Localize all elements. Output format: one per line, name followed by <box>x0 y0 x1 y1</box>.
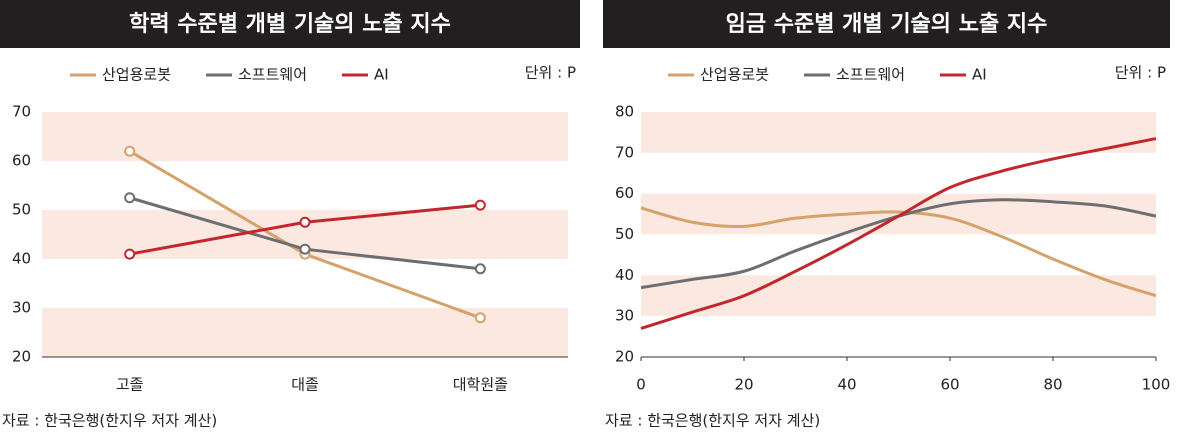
y-tick-label: 60 <box>12 152 31 170</box>
band <box>641 193 1156 235</box>
y-tick-label: 80 <box>615 103 634 121</box>
band <box>641 112 1156 153</box>
source: 자료 : 한국은행(한지우 저자 계산) <box>2 412 217 430</box>
marker <box>299 216 311 228</box>
marker <box>474 263 486 275</box>
legend-label: 산업용로봇 <box>102 66 171 84</box>
series-line <box>640 137 1157 330</box>
legend-label: AI <box>374 66 389 84</box>
y-tick-label: 50 <box>615 225 634 243</box>
y-tick-label: 40 <box>615 266 634 284</box>
source: 자료 : 한국은행(한지우 저자 계산) <box>605 412 820 430</box>
marker <box>299 243 311 255</box>
x-tick-label: 80 <box>1043 376 1062 394</box>
legend-label: 소프트웨어 <box>238 66 307 84</box>
y-tick-label: 40 <box>12 250 31 268</box>
y-tick-label: 60 <box>615 184 634 202</box>
x-tick-label: 대학원졸 <box>453 376 508 394</box>
marker <box>474 312 486 324</box>
x-tick-label: 20 <box>734 376 753 394</box>
y-tick-label: 70 <box>615 143 634 161</box>
y-tick-label: 30 <box>12 299 31 317</box>
marker <box>474 199 486 211</box>
series-line <box>640 206 1157 298</box>
marker <box>124 248 136 260</box>
x-tick-label: 0 <box>636 376 646 394</box>
unit-label: 단위 : P <box>1115 64 1166 82</box>
y-tick-label: 20 <box>615 348 634 366</box>
marker <box>124 192 136 204</box>
y-tick-label: 30 <box>615 307 634 325</box>
band <box>42 308 568 357</box>
unit-label: 단위 : P <box>525 64 576 82</box>
legend-label: 소프트웨어 <box>836 66 905 84</box>
y-tick-label: 70 <box>12 103 31 121</box>
band <box>641 275 1156 317</box>
legend-label: AI <box>972 66 987 84</box>
legend-label: 산업용로봇 <box>700 66 769 84</box>
band <box>42 112 568 161</box>
chart-title: 학력 수준별 개별 기술의 노출 지수 <box>129 12 451 37</box>
title-bar <box>603 0 1170 48</box>
x-tick-label: 대졸 <box>291 376 319 394</box>
chart-title: 임금 수준별 개별 기술의 노출 지수 <box>726 12 1048 37</box>
y-tick-label: 20 <box>12 348 31 366</box>
x-tick-label: 60 <box>940 376 959 394</box>
y-tick-label: 50 <box>12 201 31 219</box>
x-tick-label: 40 <box>837 376 856 394</box>
marker <box>124 145 136 157</box>
title-bar <box>0 0 580 48</box>
x-tick-label: 100 <box>1142 376 1171 394</box>
x-tick-label: 고졸 <box>116 376 144 394</box>
